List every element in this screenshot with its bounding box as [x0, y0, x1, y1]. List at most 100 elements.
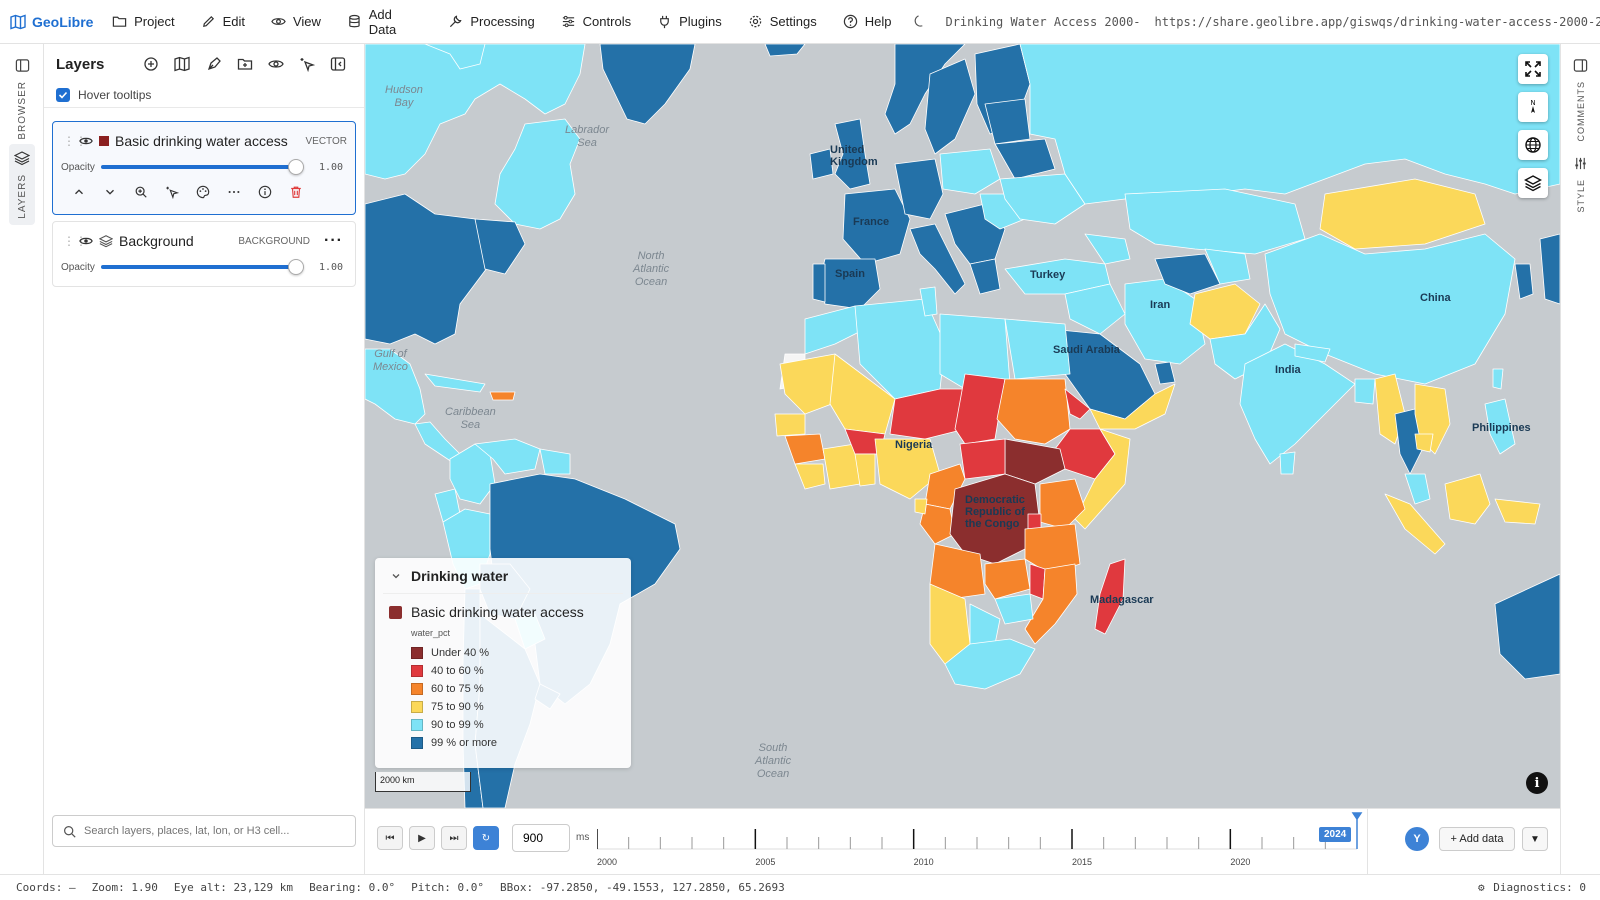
tab-layers[interactable]: LAYERS [9, 144, 35, 225]
sri-lanka [1279, 451, 1296, 475]
loop-toggle-button[interactable]: ↻ [473, 826, 499, 850]
opacity-slider-thumb[interactable] [288, 159, 304, 175]
moon-icon [915, 15, 923, 27]
eye-icon[interactable] [79, 234, 93, 248]
delete-layer-button[interactable] [280, 178, 311, 206]
menu-plugins[interactable]: Plugins [644, 0, 735, 44]
menu-controls[interactable]: Controls [548, 0, 644, 44]
add-data-dropdown-button[interactable]: ▼ [1522, 827, 1548, 851]
legend-layer-name: Basic drinking water access [411, 604, 584, 620]
layers-icon [99, 235, 113, 248]
menu-view[interactable]: View [258, 0, 334, 44]
legend-header[interactable]: Drinking water [383, 558, 623, 594]
tab-comments[interactable]: COMMENTS [1573, 58, 1588, 142]
status-bar: Coords: — Zoom: 1.90 Eye alt: 23,129 km … [0, 874, 1600, 900]
opacity-slider[interactable] [101, 159, 304, 175]
menu-project[interactable]: Project [99, 0, 187, 44]
more-options-button[interactable] [218, 178, 249, 206]
hover-tooltips-checkbox[interactable] [56, 87, 70, 102]
more-options-button[interactable]: ··· [324, 232, 343, 249]
layer-actions [53, 174, 355, 210]
chevron-down-icon[interactable] [391, 571, 401, 581]
style-button[interactable] [187, 178, 218, 206]
identify-button[interactable] [156, 178, 187, 206]
gear-icon [749, 15, 761, 28]
legend-swatch [411, 701, 423, 713]
sea-label-gulf-of-mexico: Gulf of Mexico [373, 348, 408, 373]
timeline-year-label: 2005 [755, 857, 775, 867]
left-rail: BROWSER LAYERS [0, 44, 44, 874]
pen-tool-icon [207, 57, 221, 71]
menu-add-data[interactable]: Add Data [334, 0, 435, 44]
timeline-playhead[interactable] [1351, 812, 1363, 849]
gulf-states [1154, 361, 1176, 385]
eye-icon[interactable] [79, 134, 93, 148]
interval-input[interactable] [512, 824, 570, 852]
drag-handle-icon[interactable]: ⋮⋮ [63, 134, 87, 148]
menu-plugins-label: Plugins [679, 14, 722, 29]
add-data-button[interactable]: + Add data [1439, 827, 1515, 851]
caucasus [1084, 233, 1131, 265]
layer-card-water-access[interactable]: ⋮⋮ Basic drinking water access VECTOR Op… [52, 121, 356, 215]
layer-card-background[interactable]: ⋮⋮ Background BACKGROUND ··· Opacity 1.0… [52, 221, 356, 287]
zoom-to-layer-button[interactable] [125, 178, 156, 206]
eye-icon [268, 60, 284, 68]
compass-button[interactable]: N [1518, 92, 1548, 122]
skip-to-start-button[interactable]: ⏮ [377, 826, 403, 850]
document-title[interactable]: Drinking Water Access 2000- [945, 14, 1141, 29]
map-canvas[interactable]: Hudson Bay Labrador Sea North Atlantic Ocean… [365, 44, 1560, 808]
palette-icon [196, 185, 209, 199]
add-map-layer-button[interactable] [169, 50, 196, 78]
theme-toggle[interactable] [904, 0, 935, 44]
canada-east [494, 118, 581, 230]
tab-browser[interactable]: BROWSER [9, 58, 35, 140]
share-url[interactable]: https://share.geolibre.app/giswqs/drinki… [1154, 14, 1600, 29]
timeline-year-label: 2000 [597, 857, 617, 867]
menu-help[interactable]: Help [830, 0, 905, 44]
hispaniola [489, 391, 516, 401]
menu-processing[interactable]: Processing [435, 0, 547, 44]
diagnostics-button[interactable]: ⚙ Diagnostics: 0 [1478, 881, 1586, 894]
toggle-visibility-button[interactable] [262, 50, 289, 78]
move-down-button[interactable] [94, 178, 125, 206]
opacity-value: 1.00 [319, 161, 344, 173]
layer-search[interactable] [52, 815, 356, 847]
sliders-icon [1575, 157, 1586, 170]
sea-label-north-atlantic: North Atlantic Ocean [633, 250, 670, 288]
timeline-axis[interactable]: 2000 2005 2010 2015 2020 [597, 809, 1365, 875]
globe-projection-button[interactable] [1518, 130, 1548, 160]
france [842, 188, 911, 265]
basemap-switcher-button[interactable] [1518, 168, 1548, 198]
legend-item: 40 to 60 % [375, 662, 631, 680]
check-icon [58, 91, 68, 99]
opacity-slider[interactable] [101, 259, 304, 275]
fullscreen-button[interactable] [1518, 54, 1548, 84]
add-basemap-button[interactable] [138, 50, 165, 78]
opacity-slider-thumb[interactable] [288, 259, 304, 275]
move-up-button[interactable] [63, 178, 94, 206]
gabon-congo [919, 503, 956, 545]
menu-edit[interactable]: Edit [188, 0, 258, 44]
app-brand[interactable]: GeoLibre [0, 14, 99, 30]
layer-name[interactable]: Background [119, 233, 194, 249]
country-label: Philippines [1472, 422, 1531, 434]
layer-name[interactable]: Basic drinking water access [115, 133, 288, 149]
add-group-button[interactable] [231, 50, 258, 78]
country-label: Democratic Republic of the Congo [965, 494, 1025, 530]
nigeria [874, 438, 941, 500]
attribution-info-button[interactable]: i [1526, 772, 1548, 794]
select-features-button[interactable] [294, 50, 321, 78]
skip-to-end-button[interactable]: ⏭ [441, 826, 467, 850]
play-button[interactable]: ▶ [409, 826, 435, 850]
layer-info-button[interactable] [249, 178, 280, 206]
opacity-row: Opacity 1.00 [53, 159, 355, 175]
senegal [774, 413, 806, 437]
menu-settings[interactable]: Settings [735, 0, 830, 44]
user-avatar[interactable]: Y [1405, 827, 1429, 851]
search-input[interactable] [84, 825, 344, 837]
timeline-year-label: 2015 [1072, 857, 1092, 867]
draw-layer-button[interactable] [200, 50, 227, 78]
drag-handle-icon[interactable]: ⋮⋮ [63, 234, 87, 248]
tab-style[interactable]: STYLE [1573, 156, 1588, 213]
collapse-panel-button[interactable] [325, 50, 352, 78]
